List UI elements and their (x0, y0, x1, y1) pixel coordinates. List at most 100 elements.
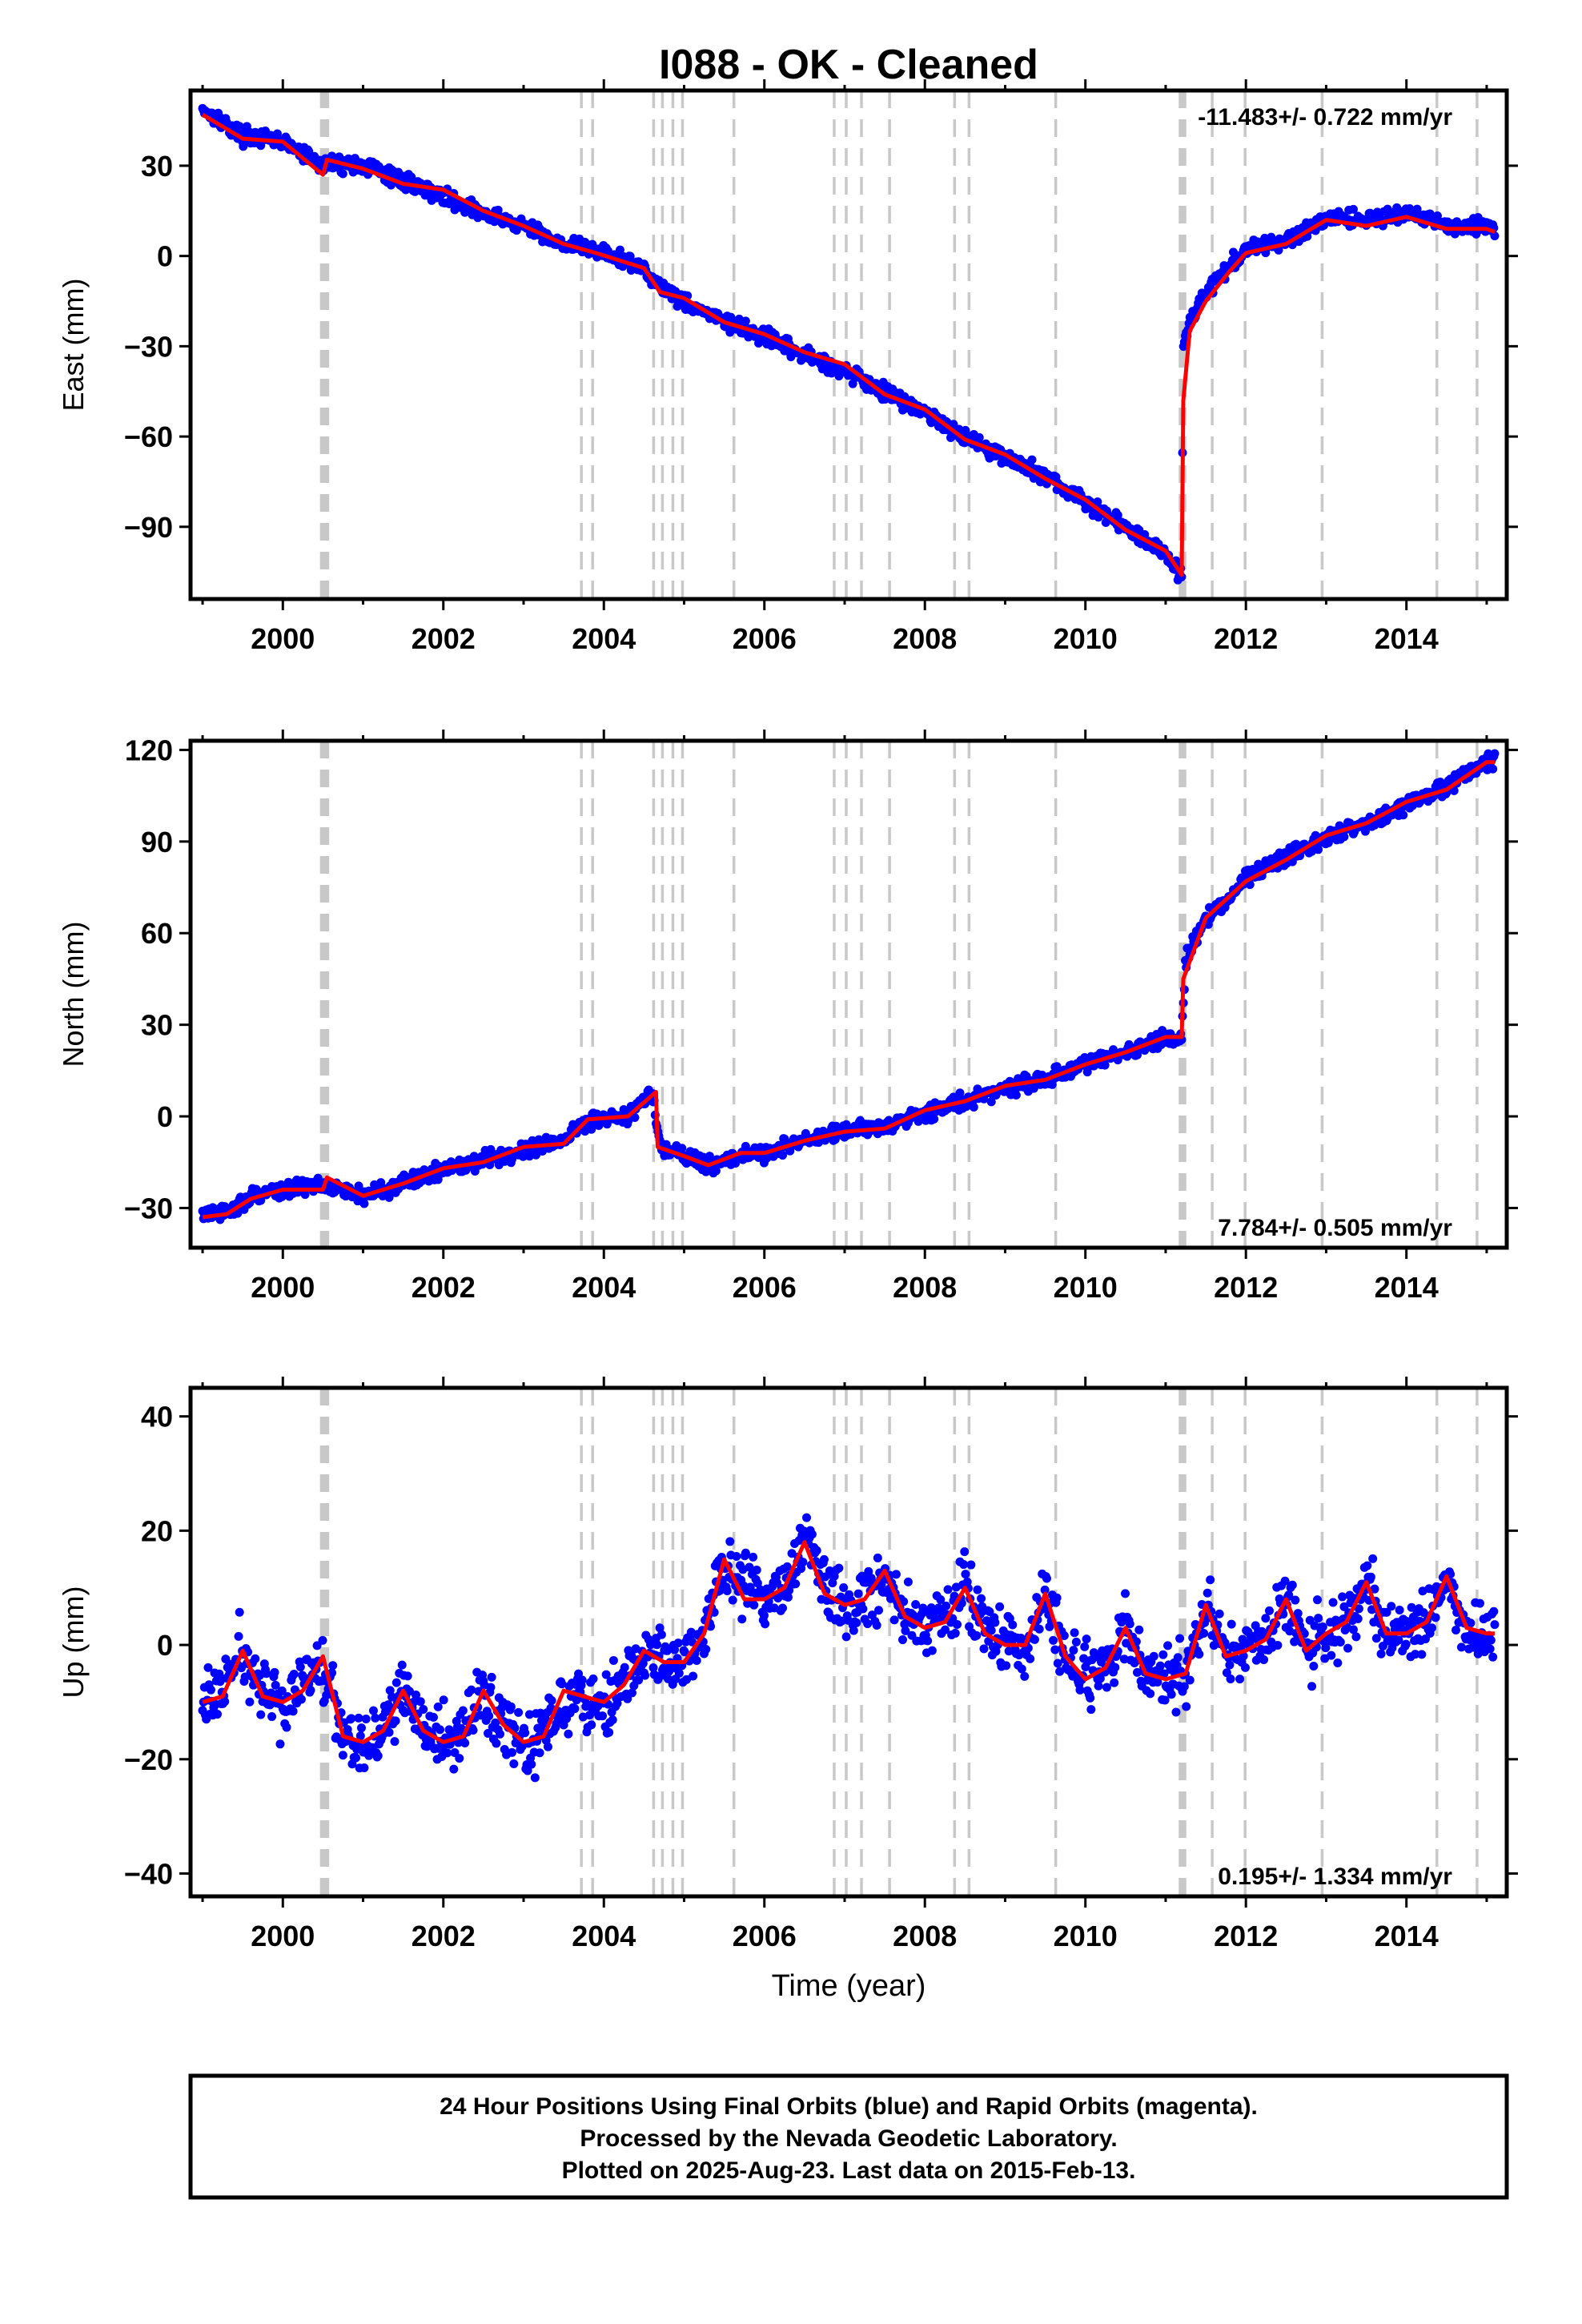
data-point (1011, 1091, 1021, 1100)
data-point (484, 1711, 494, 1721)
y-tick-label: 120 (125, 734, 173, 766)
data-point (623, 1694, 632, 1703)
data-point (235, 1607, 244, 1617)
data-point (1485, 1644, 1495, 1654)
data-point (877, 1580, 886, 1590)
north-panel: 2000 2002 2004 2006 2008 2010 2012 2014 −30 0 30 60… (57, 730, 1518, 1304)
data-point (1339, 832, 1349, 842)
data-point (523, 1766, 532, 1775)
data-point (1155, 1661, 1165, 1671)
data-point (1287, 1580, 1297, 1590)
data-point (1125, 1619, 1134, 1629)
data-point (412, 1691, 421, 1700)
data-point (355, 1731, 365, 1741)
data-point (852, 1618, 861, 1627)
data-point (572, 1695, 581, 1705)
data-point (270, 1667, 279, 1677)
data-point (1387, 1602, 1396, 1611)
data-point (1368, 1554, 1378, 1563)
x-tick-label: 2008 (893, 622, 957, 655)
data-point (943, 1585, 953, 1594)
event-lines (319, 90, 1479, 599)
data-point (807, 1530, 817, 1539)
data-point (819, 1554, 829, 1564)
data-point (449, 1764, 459, 1774)
data-point (1049, 1635, 1058, 1645)
data-point (701, 1644, 711, 1654)
y-tick-label: −40 (124, 1857, 173, 1890)
data-point (749, 1600, 759, 1610)
data-point (741, 1548, 750, 1558)
x-tick-label: 2000 (251, 1920, 315, 1952)
data-point (1411, 1650, 1420, 1659)
data-point (1203, 1588, 1212, 1598)
data-point (1110, 1678, 1119, 1687)
y-tick-label: −90 (124, 511, 173, 544)
x-tick-label: 2012 (1214, 622, 1278, 655)
data-point (1179, 1682, 1189, 1691)
plot-frame (188, 1385, 1509, 1899)
data-point (785, 1586, 794, 1595)
x-tick-label: 2000 (251, 622, 315, 655)
data-point (384, 1192, 394, 1202)
data-point (271, 1680, 280, 1690)
data-point (918, 1603, 928, 1613)
y-tick-label: 0 (157, 1100, 173, 1133)
data-point (990, 1618, 1000, 1627)
event-lines (319, 741, 1479, 1248)
data-point (443, 1748, 452, 1758)
data-point (1082, 1068, 1092, 1077)
data-point (1427, 1623, 1437, 1633)
data-point (1261, 1614, 1271, 1623)
data-point (1363, 1561, 1372, 1570)
data-point (1225, 1660, 1235, 1670)
data-point (295, 1663, 305, 1672)
data-point (977, 1594, 986, 1603)
data-point (872, 1621, 881, 1630)
data-point (496, 1729, 505, 1739)
data-point (416, 1697, 425, 1707)
data-point (338, 169, 347, 179)
x-tick-label: 2010 (1054, 1920, 1118, 1952)
data-point (1318, 1622, 1327, 1632)
data-point (640, 1671, 650, 1680)
data-point (1099, 1653, 1109, 1663)
data-point (986, 1626, 996, 1635)
data-point (203, 1663, 213, 1672)
data-point (564, 1729, 573, 1739)
data-point (1348, 204, 1358, 214)
data-point (439, 1695, 448, 1705)
x-tick-label: 2006 (733, 1271, 797, 1304)
data-point (839, 1582, 849, 1592)
y-axis-label: East (mm) (57, 279, 90, 412)
data-point (889, 1615, 899, 1625)
data-point (535, 1748, 544, 1758)
data-point (680, 1647, 689, 1657)
data-point (901, 1626, 910, 1635)
data-point (1417, 1650, 1427, 1659)
y-axis-label: North (mm) (57, 922, 90, 1068)
y-tick-label: 30 (141, 1009, 173, 1042)
data-point (312, 1641, 322, 1651)
data-point (942, 1601, 951, 1610)
data-point (1371, 1634, 1381, 1643)
data-point (1327, 1651, 1336, 1660)
data-point (601, 1670, 611, 1679)
data-point (1333, 1658, 1343, 1667)
data-point (404, 1687, 414, 1696)
data-point (215, 1669, 224, 1679)
data-point (1226, 1674, 1235, 1683)
chart-title: I088 - OK - Cleaned (659, 42, 1038, 88)
data-point (728, 1595, 737, 1605)
data-point (1215, 1609, 1224, 1618)
data-point (891, 1570, 901, 1579)
data-point (749, 1552, 758, 1562)
data-point (215, 1677, 225, 1687)
data-point (1335, 1638, 1345, 1647)
data-point (1173, 1653, 1182, 1663)
data-point (753, 1578, 762, 1588)
data-point (619, 1670, 628, 1679)
data-point (351, 1753, 361, 1763)
data-point (1227, 1619, 1236, 1629)
data-point (368, 1706, 378, 1715)
